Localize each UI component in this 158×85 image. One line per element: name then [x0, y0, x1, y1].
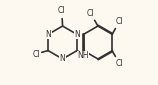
Text: N: N [60, 54, 65, 63]
Text: Cl: Cl [33, 49, 40, 58]
Text: N: N [74, 30, 80, 39]
Text: Cl: Cl [87, 9, 94, 18]
Text: Cl: Cl [116, 59, 123, 68]
Text: N: N [46, 30, 51, 39]
Text: Cl: Cl [116, 17, 123, 26]
Text: NH: NH [77, 51, 89, 60]
Text: Cl: Cl [58, 6, 65, 15]
